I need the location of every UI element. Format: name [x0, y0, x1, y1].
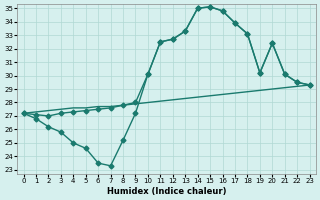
X-axis label: Humidex (Indice chaleur): Humidex (Indice chaleur) — [107, 187, 226, 196]
